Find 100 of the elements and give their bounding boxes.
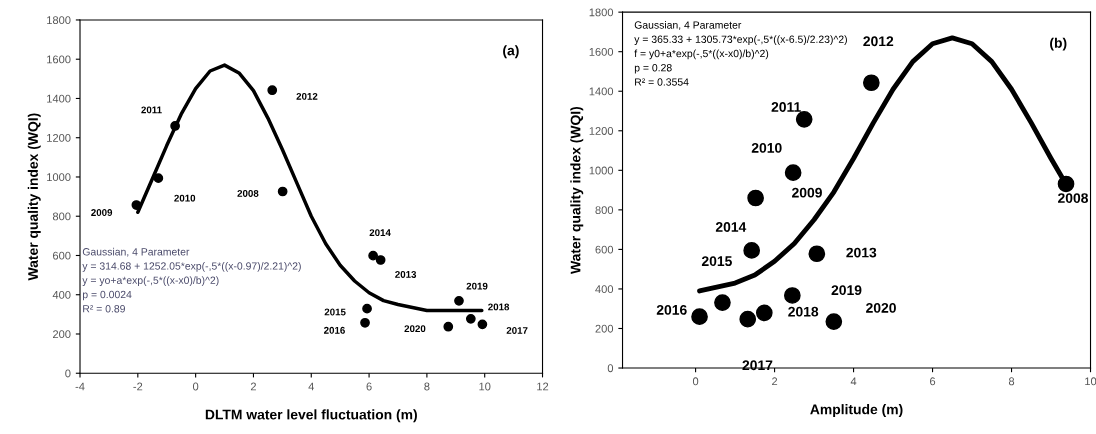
y-tick-label: 800 <box>595 206 614 214</box>
x-tick-label: 10 <box>1085 377 1096 386</box>
annotation: 2016 <box>324 326 345 334</box>
annotation: 2016 <box>656 304 687 315</box>
x-tick-label: 2 <box>250 382 256 391</box>
point <box>862 74 880 92</box>
y-tick-label: 1800 <box>589 8 614 17</box>
point <box>267 85 278 96</box>
annotation: Gaussian, 4 Parameter <box>82 247 190 257</box>
annotation: 2014 <box>369 229 391 237</box>
point <box>747 189 764 207</box>
annotation: 2019 <box>466 282 488 290</box>
y-tick-label: 400 <box>595 285 614 294</box>
point <box>368 250 378 261</box>
annotation: 2010 <box>174 194 196 202</box>
point <box>739 310 757 328</box>
point <box>277 186 288 197</box>
text: (a) <box>503 45 519 59</box>
annotation: 2008 <box>237 190 259 197</box>
x-tick-label: 6 <box>366 382 372 391</box>
annotation: R² = 0.89 <box>83 305 125 313</box>
y-tick-label: 1000 <box>589 166 614 175</box>
annotation: 2018 <box>488 303 510 311</box>
x-tick-label: -4 <box>75 382 85 391</box>
point <box>170 121 180 131</box>
annotation: 2012 <box>863 36 894 47</box>
point <box>808 245 826 263</box>
point <box>755 304 773 322</box>
x-tick-label: 12 <box>537 382 549 391</box>
y-tick-label: 600 <box>53 251 71 260</box>
point <box>784 287 801 304</box>
y-tick-label: 1200 <box>47 133 71 142</box>
annotation: 2018 <box>788 306 819 317</box>
annotation: 2013 <box>395 271 417 278</box>
annotation: Gaussian, 4 Parameter <box>634 21 742 30</box>
point <box>360 317 370 328</box>
y-tick-label: 0 <box>607 364 614 373</box>
annotation: y = yo+a*exp(-,5*((x-x0)/b)^2) <box>82 276 219 287</box>
y-tick-label: 1800 <box>47 16 71 25</box>
x-tick-label: 4 <box>308 382 315 391</box>
x-tick-label: 8 <box>1008 377 1015 386</box>
annotation: y = 314.68 + 1252.05*exp(-,5*((x-0.97)/2.21)^2) <box>82 262 301 272</box>
annotation: R² = 0.3554 <box>635 78 689 86</box>
annotation: 2015 <box>701 256 732 267</box>
point <box>362 303 372 314</box>
y-tick-label: 1200 <box>589 127 614 135</box>
y-tick-label: 800 <box>52 212 71 221</box>
point <box>795 110 813 128</box>
point <box>153 173 164 184</box>
annotation: p = 0.28 <box>634 64 672 74</box>
annotation: 2012 <box>296 92 318 100</box>
annotation: 2010 <box>751 142 782 153</box>
x-tick-label: 2 <box>772 377 778 386</box>
annotation: 2017 <box>742 360 773 371</box>
y-tick-label: 200 <box>53 330 71 339</box>
y-tick-label: 1400 <box>47 94 71 103</box>
x-tick-label: 4 <box>850 377 857 386</box>
point <box>714 294 731 311</box>
annotation: y = 365.33 + 1305.73*exp(-,5*((x-6.5)/2.23)^2) <box>634 35 847 45</box>
y-tick-label: 1000 <box>47 173 71 182</box>
x-tick-label: 0 <box>192 382 199 391</box>
annotation: f = y0+a*exp(-,5*((x-x0)/b)^2) <box>634 49 769 60</box>
annotation: 2020 <box>404 325 426 333</box>
x-axis-title: DLTM water level fluctuation (m) <box>205 409 417 423</box>
point <box>477 319 488 330</box>
y-tick-label: 1600 <box>589 47 614 56</box>
x-tick-label: 8 <box>424 382 430 391</box>
y-tick-label: 0 <box>65 369 71 378</box>
point <box>131 200 142 210</box>
annotation: 2011 <box>141 106 162 114</box>
y-tick-label: 1600 <box>47 55 71 64</box>
point <box>443 321 454 332</box>
y-axis-title: Water quality index (WQI) <box>570 106 584 274</box>
y-axis-title: Water quality index (WQI) <box>27 113 41 281</box>
text: (b) <box>1050 37 1067 51</box>
annotation: 2011 <box>771 102 801 112</box>
point <box>375 255 386 265</box>
annotation: 2019 <box>831 285 862 296</box>
annotation: 2020 <box>866 302 896 313</box>
annotation: 2014 <box>715 222 747 232</box>
point <box>691 308 708 325</box>
annotation: 2017 <box>506 327 528 334</box>
point <box>825 313 843 330</box>
annotation: 2008 <box>1058 193 1088 203</box>
y-tick-label: 400 <box>52 291 71 299</box>
annotation: p = 0.0024 <box>82 290 132 301</box>
x-tick-label: 0 <box>692 377 699 386</box>
annotation: 2015 <box>324 308 346 316</box>
point <box>784 164 802 182</box>
y-tick-label: 1400 <box>589 87 614 96</box>
point <box>743 242 761 259</box>
annotation: 2009 <box>792 187 822 198</box>
annotation: 2013 <box>846 247 877 258</box>
x-tick-label: 10 <box>479 382 491 391</box>
x-axis-title: Amplitude (m) <box>810 404 903 418</box>
x-tick-label: -2 <box>133 382 143 391</box>
y-tick-label: 600 <box>595 245 614 254</box>
point <box>1057 175 1075 193</box>
y-tick-label: 200 <box>595 324 614 333</box>
point <box>454 295 464 306</box>
